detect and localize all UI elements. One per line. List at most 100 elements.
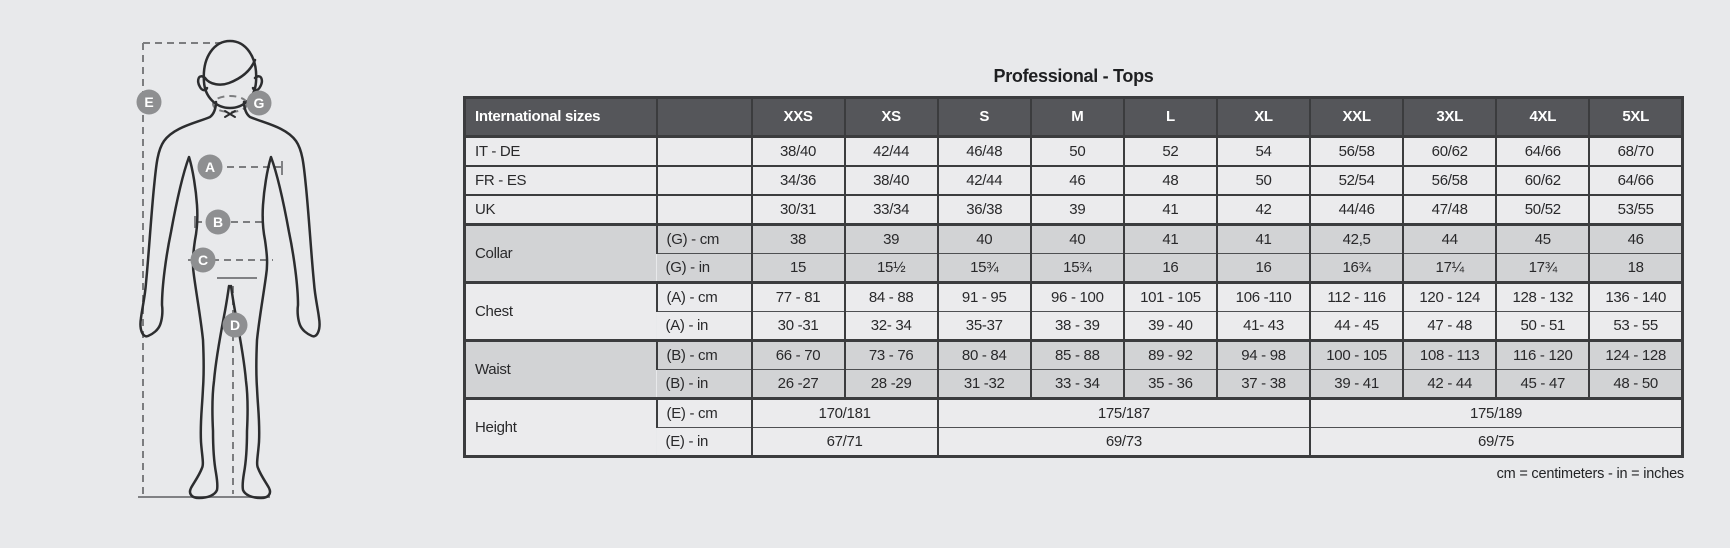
badge-D: D (222, 312, 248, 338)
size-value: 15¾ (936, 253, 1031, 283)
empty-cell (655, 136, 752, 166)
table-row: (B) - in 26 -27 28 -29 31 -32 33 - 34 35 - 36… (464, 369, 1683, 399)
size-value: 16 (1215, 253, 1311, 283)
size-value: 35-37 (936, 311, 1031, 341)
size-value: 41 (1122, 195, 1217, 225)
size-value: 32- 34 (843, 311, 938, 341)
size-value: 56/58 (1309, 136, 1404, 166)
size-value: 39 - 40 (1122, 311, 1217, 341)
size-value: 53/55 (1588, 195, 1683, 225)
size-value: 73 - 76 (843, 340, 938, 370)
size-value: 175/189 (1309, 398, 1683, 428)
size-value: 100 - 105 (1309, 340, 1404, 370)
table-row: FR - ES 34/36 38/40 42/44 46 48 50 52/54 56/58 60… (464, 166, 1683, 195)
size-value: 60/62 (1495, 166, 1590, 195)
right-ear (251, 75, 264, 92)
measurement-figure: E G A B C D (105, 18, 335, 528)
size-value: 34/36 (750, 166, 845, 195)
size-value: 33 - 34 (1029, 369, 1124, 399)
size-column-header: XS (843, 97, 938, 137)
size-value: 128 - 132 (1495, 282, 1590, 312)
size-value: 47 - 48 (1402, 311, 1497, 341)
body-half-mirrored (229, 100, 321, 500)
body-silhouette-illustration: E G A B C D (136, 39, 321, 500)
size-value: 45 (1495, 224, 1590, 254)
size-value: 37 - 38 (1215, 369, 1311, 399)
size-value: 46 (1588, 224, 1683, 254)
unit-label: (B) - in (656, 369, 752, 399)
size-value: 36/38 (936, 195, 1031, 225)
size-value: 15 (750, 253, 845, 283)
empty-cell (655, 166, 752, 195)
header-row: International sizes XXS XS S M L XL XXL 3XL 4XL 5X… (464, 97, 1683, 137)
row-label: FR - ES (464, 166, 657, 195)
size-value: 124 - 128 (1588, 340, 1683, 370)
size-value: 42,5 (1309, 224, 1404, 254)
size-value: 69/73 (936, 427, 1311, 457)
size-value: 46 (1029, 166, 1124, 195)
size-value: 30/31 (750, 195, 845, 225)
size-value: 67/71 (750, 427, 938, 457)
size-column-header: 4XL (1495, 97, 1590, 137)
size-value: 89 - 92 (1122, 340, 1217, 370)
size-value: 17¾ (1495, 253, 1590, 283)
size-value: 108 - 113 (1402, 340, 1497, 370)
svg-text:E: E (144, 94, 153, 110)
size-value: 38 - 39 (1029, 311, 1124, 341)
unit-label: (G) - in (656, 253, 752, 283)
size-value: 26 -27 (750, 369, 845, 399)
table-row: Chest (A) - cm 77 - 81 84 - 88 91 - 95 96 - 1… (464, 282, 1683, 341)
svg-text:C: C (198, 252, 208, 268)
neck-marker (224, 110, 236, 118)
size-value: 39 (843, 224, 938, 254)
size-value: 112 - 116 (1309, 282, 1404, 312)
section-label: Waist (464, 340, 657, 399)
size-value: 101 - 105 (1122, 282, 1217, 312)
badge-B: B (205, 209, 231, 235)
svg-text:D: D (230, 317, 240, 333)
section-label: Collar (464, 224, 657, 283)
table-row: UK 30/31 33/34 36/38 39 41 42 44/46 47/48 50/52 53… (464, 195, 1683, 225)
size-value: 77 - 81 (750, 282, 845, 312)
hair-line (203, 58, 257, 86)
size-value: 44/46 (1309, 195, 1404, 225)
size-value: 42/44 (843, 136, 938, 166)
size-value: 30 -31 (750, 311, 845, 341)
size-value: 39 (1029, 195, 1124, 225)
size-value: 44 (1402, 224, 1497, 254)
size-value: 106 -110 (1215, 282, 1311, 312)
page-title: Professional - Tops (993, 66, 1154, 86)
section-label: Height (464, 398, 657, 457)
size-column-header: L (1122, 97, 1217, 137)
table-row: IT - DE 38/40 42/44 46/48 50 52 54 56/58 60/62 64… (464, 136, 1683, 166)
size-value: 28 -29 (843, 369, 938, 399)
measurement-badges: E G A B C D (136, 89, 272, 338)
size-value: 64/66 (1495, 136, 1590, 166)
unit-label: (B) - cm (655, 340, 752, 370)
size-column-header: M (1029, 97, 1124, 137)
size-value: 41- 43 (1215, 311, 1311, 341)
size-value: 85 - 88 (1029, 340, 1124, 370)
size-value: 46/48 (936, 136, 1031, 166)
badge-A: A (197, 154, 223, 180)
left-ear (196, 75, 209, 92)
size-value: 33/34 (843, 195, 938, 225)
size-value: 38/40 (843, 166, 938, 195)
size-column-header: S (936, 97, 1031, 137)
size-value: 54 (1215, 136, 1311, 166)
size-value: 41 (1215, 224, 1311, 254)
size-value: 44 - 45 (1309, 311, 1404, 341)
unit-label: (A) - in (656, 311, 752, 341)
table-header-international-sizes: International sizes (464, 97, 657, 137)
units-footnote: cm = centimeters - in = inches (1496, 466, 1685, 482)
size-value: 40 (1029, 224, 1124, 254)
size-value: 175/187 (936, 398, 1311, 428)
head-outline (202, 39, 258, 110)
size-value: 17¼ (1402, 253, 1497, 283)
size-value: 45 - 47 (1495, 369, 1590, 399)
size-value: 136 - 140 (1588, 282, 1683, 312)
size-value: 66 - 70 (750, 340, 845, 370)
table-row: Height (E) - cm 170/181 175/187 175/189 (464, 398, 1683, 457)
unit-label: (A) - cm (655, 282, 752, 312)
